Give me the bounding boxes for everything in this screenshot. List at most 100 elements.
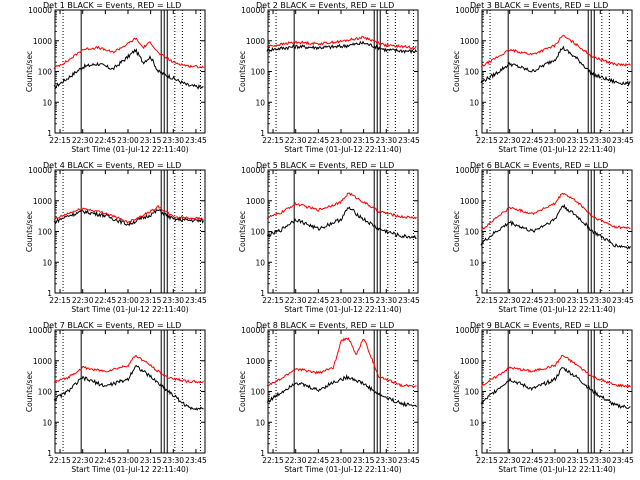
y-tick-label: 10	[255, 418, 265, 427]
y-axis-label: Counts/sec	[238, 211, 247, 252]
y-axis-label: Counts/sec	[452, 51, 461, 92]
y-tick-label: 1000	[33, 357, 52, 366]
x-tick-label: 22:30	[72, 456, 94, 465]
y-tick-label: 10000	[28, 326, 52, 335]
x-tick-label: 23:45	[612, 296, 634, 305]
y-tick-label: 10	[255, 98, 265, 107]
detector-panel-5: Det 5 BLACK = Events, RED = LLD 1 10 100 100…	[238, 161, 420, 314]
panel-title: Det 2 BLACK = Events, RED = LLD	[256, 1, 394, 10]
x-tick-label: 22:30	[499, 456, 521, 465]
y-tick-label: 100	[38, 228, 53, 237]
x-axis-label: Start Time (01-Jul-12 22:11:40)	[498, 305, 615, 314]
y-tick-label: 1000	[460, 37, 479, 46]
series-events-line	[266, 373, 417, 408]
x-tick-label: 23:00	[117, 136, 139, 145]
x-tick-label: 23:30	[162, 136, 184, 145]
series-events-line	[266, 206, 417, 239]
x-axis-label: Start Time (01-Jul-12 22:11:40)	[498, 145, 615, 154]
x-tick-label: 22:30	[285, 296, 307, 305]
x-tick-label: 22:45	[95, 136, 117, 145]
panel-title: Det 6 BLACK = Events, RED = LLD	[470, 161, 608, 170]
detector-panel-3: Det 3 BLACK = Events, RED = LLD 1 10 100 100…	[452, 1, 634, 154]
detector-panel-8: Det 8 BLACK = Events, RED = LLD 1 10 100 100…	[238, 321, 420, 474]
panel-title: Det 7 BLACK = Events, RED = LLD	[43, 321, 181, 330]
x-tick-label: 23:00	[330, 136, 352, 145]
series-lld-line	[480, 354, 631, 388]
x-tick-label: 22:45	[95, 456, 117, 465]
y-tick-label: 10000	[455, 166, 479, 175]
series-events-line	[53, 48, 204, 90]
detector-panel-4: Det 4 BLACK = Events, RED = LLD 1 10 100 100…	[25, 161, 207, 314]
series-lld-line	[53, 205, 204, 224]
series-events-line	[480, 203, 631, 250]
y-tick-label: 10	[255, 258, 265, 267]
y-tick-label: 1000	[33, 37, 52, 46]
x-tick-label: 23:30	[589, 136, 611, 145]
y-tick-label: 1	[47, 449, 52, 458]
y-tick-label: 10000	[241, 6, 265, 15]
series-lld-line	[480, 34, 631, 68]
y-axis-label: Counts/sec	[25, 211, 34, 252]
x-tick-label: 23:15	[353, 456, 375, 465]
x-tick-label: 23:00	[330, 296, 352, 305]
x-tick-label: 22:45	[308, 136, 330, 145]
x-tick-label: 22:45	[522, 296, 544, 305]
x-tick-label: 22:45	[308, 296, 330, 305]
x-tick-label: 23:30	[162, 456, 184, 465]
series-events-line	[53, 365, 204, 411]
x-tick-label: 23:45	[612, 456, 634, 465]
y-tick-label: 1	[260, 129, 265, 138]
y-tick-label: 10000	[28, 6, 52, 15]
y-tick-label: 1	[260, 449, 265, 458]
y-tick-label: 10	[42, 258, 52, 267]
x-tick-label: 22:30	[72, 136, 94, 145]
x-tick-label: 23:15	[140, 136, 162, 145]
x-tick-label: 23:30	[375, 456, 397, 465]
x-tick-label: 22:30	[499, 136, 521, 145]
panel-title: Det 5 BLACK = Events, RED = LLD	[256, 161, 394, 170]
x-axis-label: Start Time (01-Jul-12 22:11:40)	[284, 465, 401, 474]
y-tick-label: 10000	[241, 166, 265, 175]
series-lld-line	[480, 192, 631, 231]
x-tick-label: 23:45	[612, 136, 634, 145]
x-tick-label: 23:00	[330, 456, 352, 465]
y-axis-label: Counts/sec	[238, 51, 247, 92]
x-tick-label: 23:15	[353, 296, 375, 305]
x-tick-label: 23:45	[185, 456, 207, 465]
x-tick-label: 22:45	[95, 296, 117, 305]
x-tick-label: 23:45	[398, 136, 420, 145]
y-tick-label: 1	[474, 289, 479, 298]
y-tick-label: 100	[251, 388, 266, 397]
y-axis-label: Counts/sec	[238, 371, 247, 412]
y-tick-label: 100	[38, 388, 53, 397]
y-tick-label: 10	[42, 98, 52, 107]
x-tick-label: 23:15	[567, 136, 589, 145]
detector-panel-7: Det 7 BLACK = Events, RED = LLD 1 10 100 100…	[25, 321, 207, 474]
panel-title: Det 9 BLACK = Events, RED = LLD	[470, 321, 608, 330]
x-tick-label: 22:15	[476, 136, 498, 145]
y-tick-label: 10	[469, 418, 479, 427]
x-tick-label: 23:00	[544, 296, 566, 305]
y-tick-label: 10	[469, 258, 479, 267]
y-tick-label: 1	[474, 129, 479, 138]
y-tick-label: 100	[251, 68, 266, 77]
x-tick-label: 22:30	[285, 136, 307, 145]
x-tick-label: 23:30	[375, 296, 397, 305]
series-lld-line	[266, 192, 417, 220]
x-tick-label: 22:15	[476, 296, 498, 305]
x-tick-label: 22:30	[499, 296, 521, 305]
y-tick-label: 1000	[246, 197, 265, 206]
x-axis-label: Start Time (01-Jul-12 22:11:40)	[498, 465, 615, 474]
x-tick-label: 23:45	[398, 456, 420, 465]
x-tick-label: 23:15	[567, 456, 589, 465]
series-events-line	[480, 367, 631, 410]
x-tick-label: 22:15	[49, 456, 71, 465]
panel-title: Det 4 BLACK = Events, RED = LLD	[43, 161, 181, 170]
x-tick-label: 22:15	[262, 296, 284, 305]
y-axis-label: Counts/sec	[452, 211, 461, 252]
y-tick-label: 10	[42, 418, 52, 427]
y-tick-label: 1000	[460, 197, 479, 206]
y-tick-label: 1000	[460, 357, 479, 366]
panel-title: Det 1 BLACK = Events, RED = LLD	[43, 1, 181, 10]
